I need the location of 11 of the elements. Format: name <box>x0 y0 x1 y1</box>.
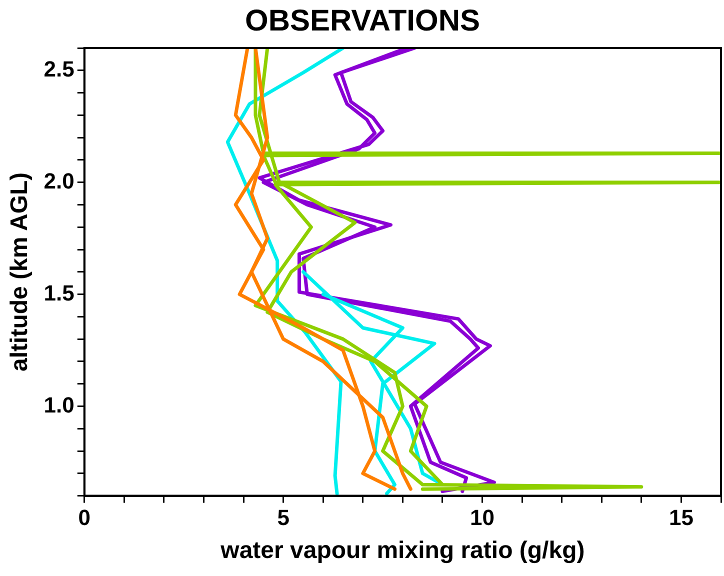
y-tick-label: 1.5 <box>44 280 74 306</box>
x-tick-label: 5 <box>277 505 290 530</box>
y-tick-label: 1.0 <box>44 392 74 418</box>
y-tick-label: 2.5 <box>44 56 74 82</box>
x-tick-label: 0 <box>78 505 91 530</box>
y-tick-label: 2.0 <box>44 168 74 194</box>
x-tick-label: 10 <box>470 505 495 530</box>
x-tick-label: 15 <box>668 505 694 530</box>
x-axis-title: water vapour mixing ratio (g/kg) <box>220 537 585 564</box>
y-axis-title: altitude (km AGL) <box>6 172 34 372</box>
chart-title: OBSERVATIONS <box>244 4 480 38</box>
